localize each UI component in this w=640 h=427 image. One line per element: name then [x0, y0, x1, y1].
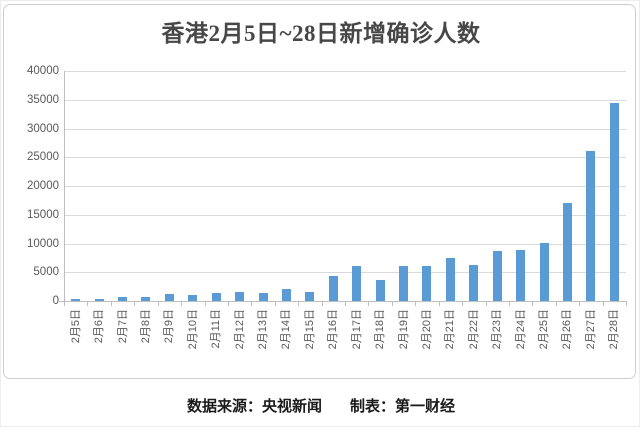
- bar: [328, 276, 338, 301]
- y-gridline: [64, 186, 626, 187]
- bar: [258, 293, 268, 301]
- x-axis-tick-label: 2月8日: [139, 309, 152, 344]
- x-axis-tick-label: 2月18日: [374, 309, 387, 350]
- y-gridline: [64, 99, 626, 101]
- bar: [211, 293, 221, 301]
- bar: [71, 298, 81, 301]
- y-axis-tick-label: 35000: [27, 93, 59, 106]
- x-axis-tick-label: 2月10日: [186, 309, 199, 350]
- y-axis-tick-label: 5000: [33, 266, 59, 279]
- bar: [118, 297, 128, 301]
- x-axis-tick-label: 2月22日: [467, 309, 480, 350]
- x-axis-tick-mark: [227, 302, 229, 306]
- x-axis-tick-mark: [181, 302, 183, 306]
- chart-frame: [3, 4, 636, 379]
- x-axis-tick-label: 2月14日: [280, 309, 293, 350]
- x-axis-tick-label: 2月7日: [116, 309, 129, 344]
- x-axis-tick-label: 2月25日: [538, 309, 551, 350]
- bar: [375, 280, 385, 301]
- x-axis-tick-mark: [602, 302, 604, 306]
- x-axis-tick-mark: [368, 302, 370, 306]
- x-axis-tick-label: 2月5日: [69, 309, 82, 344]
- x-axis-tick-mark: [274, 302, 276, 306]
- bar: [281, 289, 291, 301]
- bar: [141, 297, 151, 301]
- x-axis-tick-label: 2月12日: [233, 309, 246, 350]
- bar: [492, 251, 502, 301]
- x-axis-tick-mark: [579, 302, 581, 306]
- bar: [94, 299, 104, 301]
- x-axis-tick-mark: [626, 302, 627, 306]
- y-axis-tick-label: 40000: [27, 65, 59, 77]
- x-axis-tick-mark: [251, 302, 253, 306]
- bar: [164, 294, 174, 301]
- x-axis-tick-label: 2月9日: [163, 309, 176, 344]
- x-axis-tick-mark: [321, 302, 323, 306]
- bar: [562, 202, 572, 301]
- x-axis-tick-label: 2月17日: [350, 309, 363, 350]
- y-axis-tick-label: 25000: [27, 151, 59, 164]
- table-maker-label: 制表：第一财经: [350, 399, 456, 415]
- y-axis-line: [64, 71, 65, 301]
- y-axis-tick-label: 20000: [27, 180, 59, 192]
- x-axis-tick-mark: [134, 302, 136, 306]
- bar: [422, 266, 432, 301]
- x-axis-tick-label: 2月24日: [514, 309, 527, 350]
- x-axis-tick-mark: [508, 302, 510, 306]
- x-axis-tick-mark: [110, 302, 112, 306]
- x-axis-tick-label: 2月28日: [608, 309, 621, 350]
- bar: [539, 243, 549, 301]
- x-axis-tick-label: 2月19日: [397, 309, 410, 350]
- x-axis-tick-label: 2月13日: [257, 309, 270, 350]
- bar: [469, 265, 479, 301]
- x-axis-tick-mark: [87, 302, 89, 306]
- x-axis-tick-mark: [204, 302, 206, 306]
- x-axis-tick-mark: [438, 302, 440, 306]
- bar: [586, 151, 596, 301]
- x-axis-tick-label: 2月27日: [584, 309, 597, 350]
- bar: [445, 257, 455, 301]
- x-axis-tick-mark: [415, 302, 417, 306]
- bar: [305, 291, 315, 301]
- bar: [399, 266, 409, 301]
- x-axis-tick-label: 2月23日: [491, 309, 504, 350]
- bar: [235, 292, 245, 301]
- bar: [352, 265, 362, 301]
- y-gridline: [64, 128, 626, 130]
- bar: [609, 102, 619, 301]
- x-axis-tick-mark: [157, 302, 159, 306]
- x-axis-tick-mark: [64, 302, 65, 306]
- y-gridline: [64, 157, 626, 159]
- chart-title: 香港2月5日~28日新增确诊人数: [161, 21, 481, 46]
- x-axis-tick-label: 2月16日: [327, 309, 340, 350]
- bar: [188, 295, 198, 301]
- y-axis-tick-label: 30000: [27, 122, 59, 135]
- x-axis-tick-label: 2月6日: [93, 309, 106, 344]
- y-gridline: [64, 71, 626, 72]
- x-axis-tick-mark: [462, 302, 464, 306]
- x-axis-tick-mark: [555, 302, 557, 306]
- y-axis-tick-label: 10000: [27, 237, 59, 250]
- x-axis-tick-mark: [345, 302, 346, 306]
- x-axis-tick-label: 2月21日: [444, 309, 457, 350]
- x-axis-tick-mark: [391, 302, 393, 306]
- x-axis-tick-mark: [298, 302, 300, 306]
- y-axis-tick-label: 15000: [27, 208, 59, 221]
- x-axis-tick-mark: [532, 302, 534, 306]
- y-gridline: [64, 243, 626, 245]
- y-gridline: [64, 214, 626, 216]
- chart-footer: 数据来源：央视新闻 制表：第一财经: [1, 395, 639, 416]
- bar: [516, 250, 526, 301]
- x-axis-tick-label: 2月11日: [210, 309, 223, 349]
- x-axis-tick-label: 2月15日: [303, 309, 316, 350]
- x-axis-tick-label: 2月26日: [561, 309, 574, 350]
- x-axis-line: [59, 301, 627, 302]
- x-axis-tick-label: 2月20日: [420, 309, 433, 350]
- y-axis-tick-label: 0: [52, 295, 59, 307]
- x-axis-tick-mark: [485, 302, 487, 306]
- data-source-label: 数据来源：央视新闻: [186, 399, 322, 415]
- y-gridline: [64, 272, 626, 274]
